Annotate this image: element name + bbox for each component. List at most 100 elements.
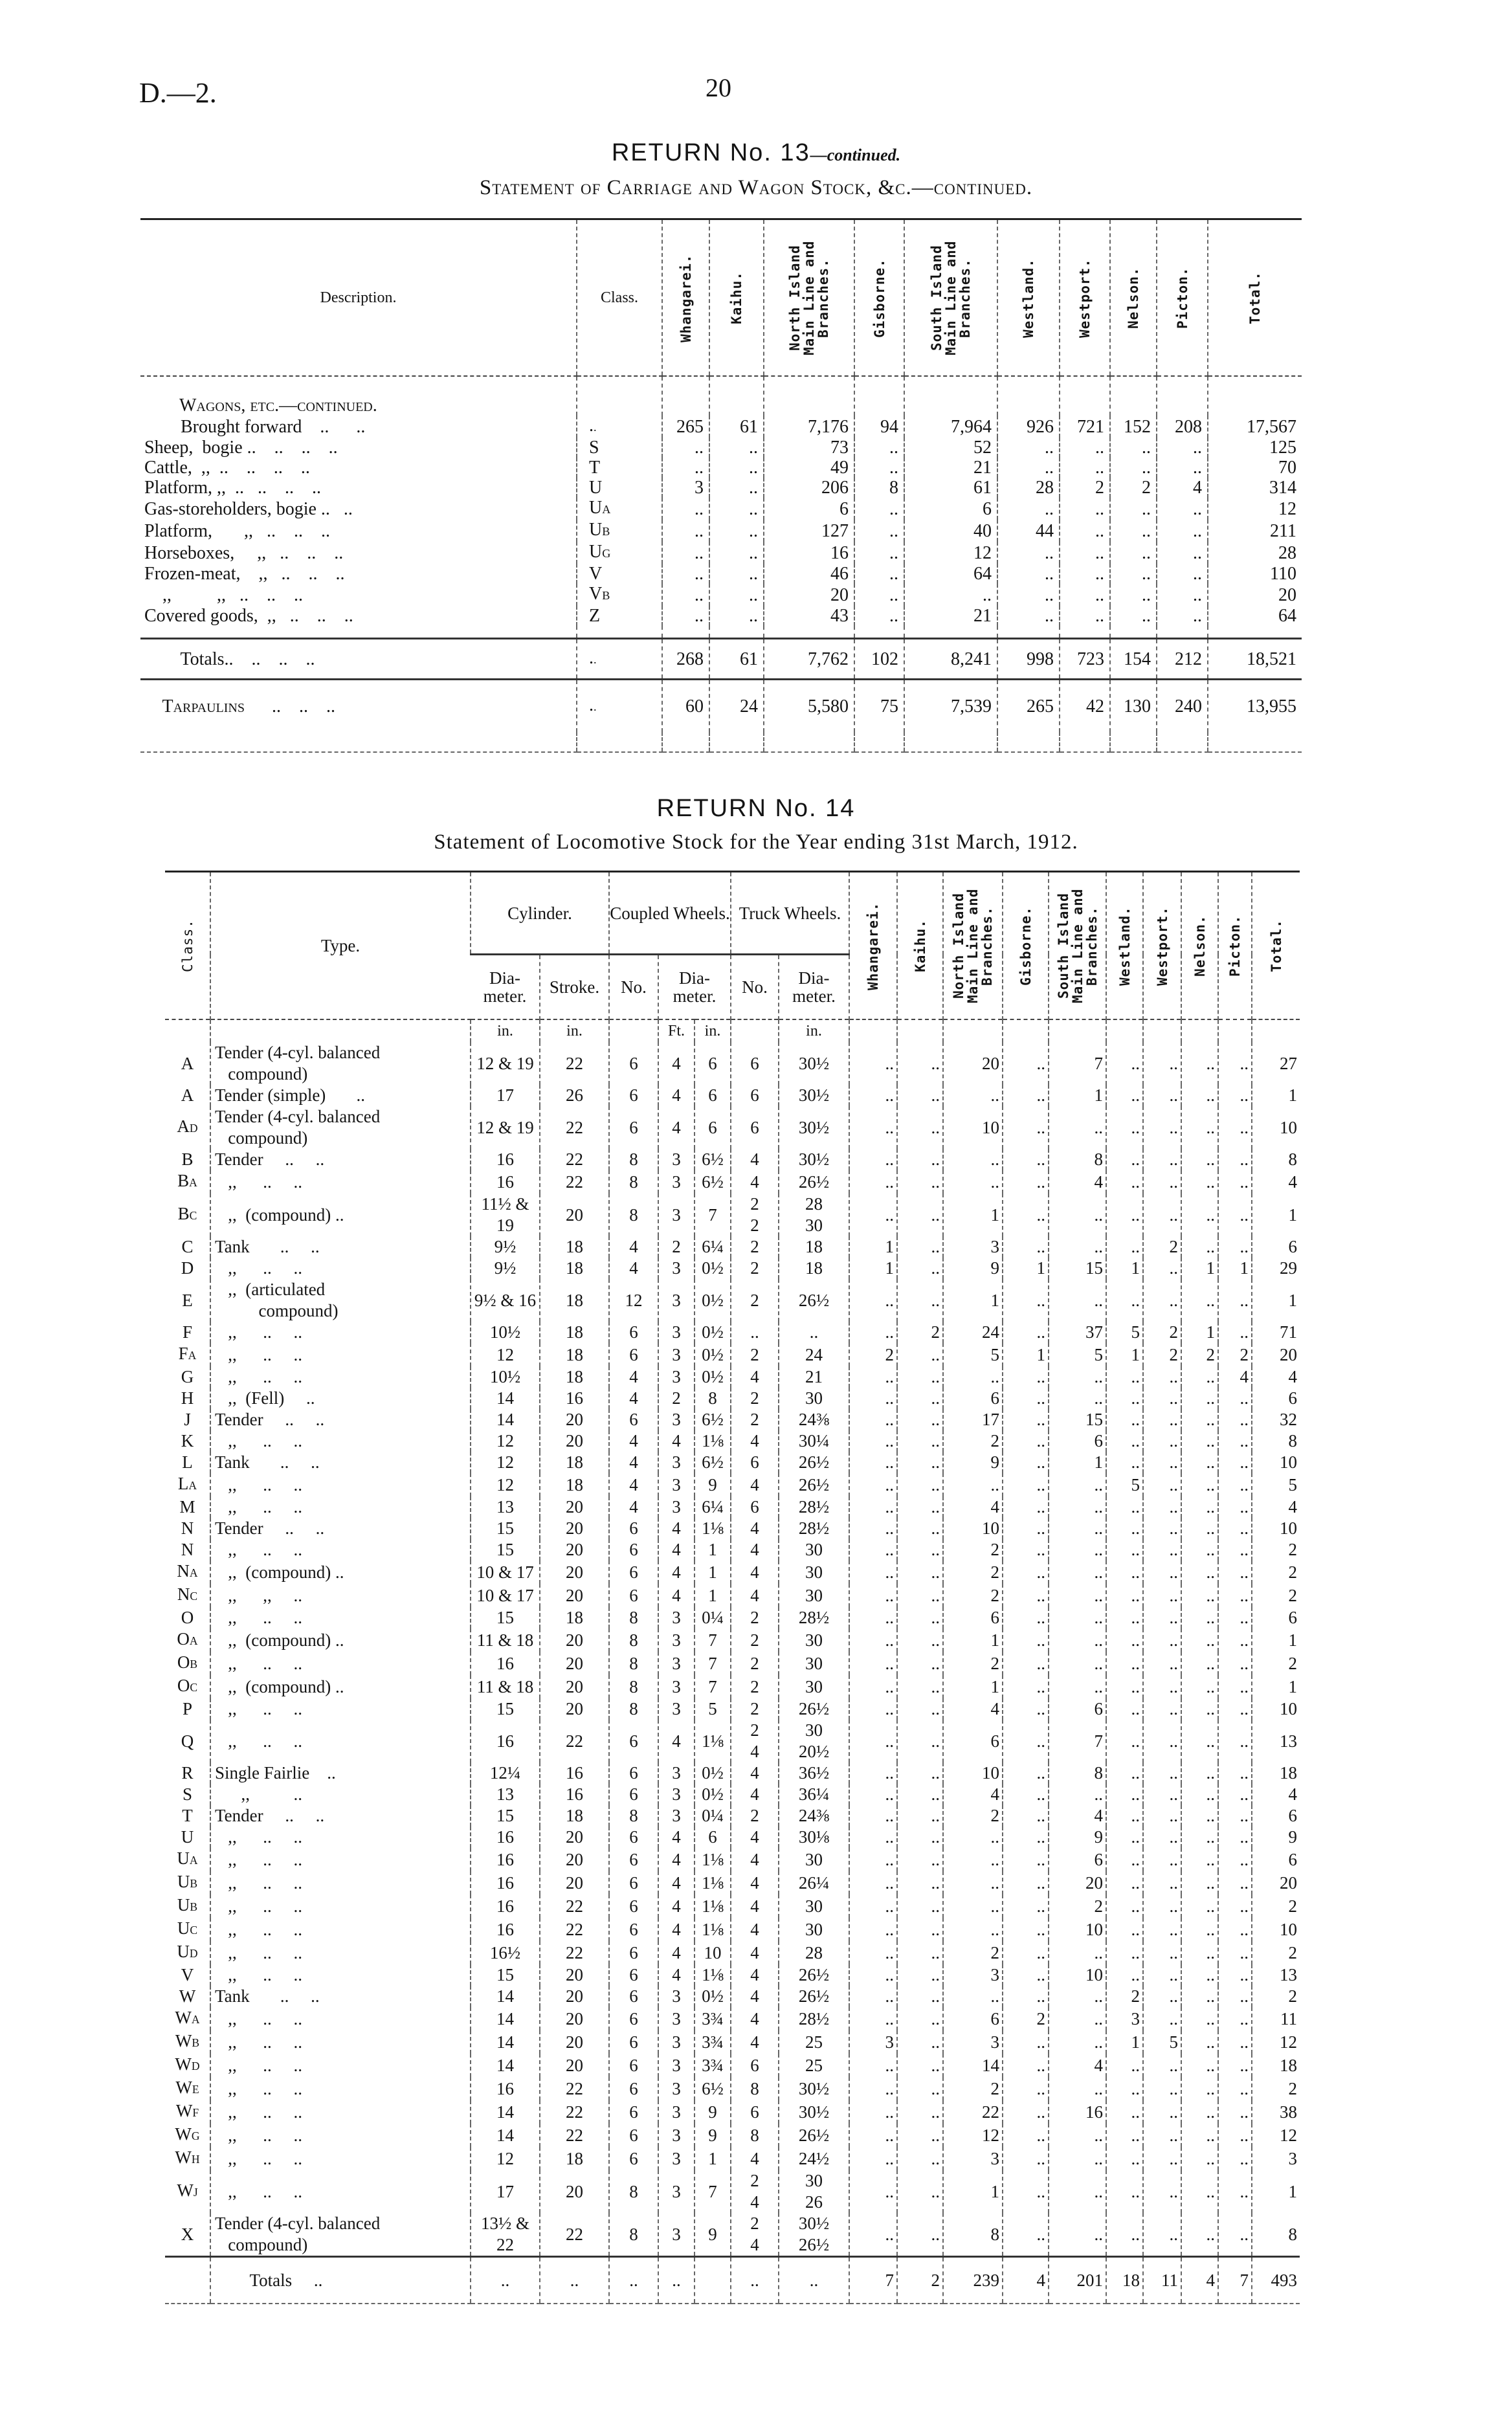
cell-type: ,, (compound) ..	[210, 1675, 471, 1698]
cell-nelson: ..	[1181, 1762, 1219, 1784]
cell-westland: ..	[997, 584, 1060, 606]
cell-coupled-ft: 4	[658, 1584, 695, 1607]
cell-coupled-in: 6½	[693, 1170, 731, 1194]
cell-westland: ..	[997, 564, 1060, 584]
table-row: V ,, .. .. 15 20 6 4 1⅛ 4 26½.... 3.. 10........ 1…	[165, 1964, 1300, 1986]
cell-class: X	[181, 2224, 194, 2244]
cell-class: B	[181, 1150, 194, 1169]
cell-coupled-in: 0½	[693, 1279, 731, 1322]
cell-coupled-in: 0½	[693, 1258, 731, 1279]
cell-class: N	[181, 1518, 194, 1538]
cell-truck-no: 2	[730, 1409, 779, 1430]
cell-south-island: ..	[1048, 1652, 1107, 1675]
cell-whangarei: ..	[849, 1784, 898, 1805]
return-13-title-text: RETURN No. 13	[611, 139, 810, 166]
cell-westland: 1	[1106, 2030, 1144, 2054]
cell-picton: ..	[1156, 542, 1208, 564]
cell-westport: ..	[1142, 1894, 1182, 1918]
table-row: WJ ,, .. .. 17 20 8 3 7 2 4 30 26.... 1.........…	[165, 2170, 1300, 2213]
header-kaihu-label: Kaihu.	[912, 919, 928, 972]
cell-nelson: ..	[1181, 1607, 1219, 1628]
cell-total: 2	[1251, 2077, 1300, 2100]
cell-class: NA	[177, 1561, 198, 1581]
cell-class: OA	[177, 1629, 198, 1649]
table-row: WF ,, .. .. 14 22 6 3 9 6 30½.... 22.. 16........…	[165, 2100, 1300, 2124]
cell-south-island: 61	[904, 478, 997, 498]
cell-truck-diameter: 30½	[778, 1085, 850, 1106]
cell-class: WD	[175, 2054, 200, 2074]
cell-westport: ..	[1059, 564, 1110, 584]
table-row: Cattle, ,, .. .. .. .. T.... 49.. 21.......…	[140, 458, 1302, 478]
cell-cylinder-diameter: 16	[470, 2077, 540, 2100]
cell-gisborne: ..	[854, 520, 904, 542]
cell-coupled-in: 6½	[693, 1149, 731, 1170]
cell-cylinder-diameter: 14	[470, 1388, 540, 1409]
cell-stroke: 18	[539, 1607, 609, 1628]
cell-total: 2	[1251, 1584, 1300, 1607]
cell-westport: ..	[1142, 1848, 1182, 1871]
cell-westport: ..	[1142, 1720, 1182, 1762]
cell-truck-diameter: 18	[778, 1236, 850, 1258]
cell-kaihu: ..	[896, 1894, 944, 1918]
cell-westport: ..	[1142, 1473, 1182, 1496]
cell-nelson: ..	[1109, 438, 1157, 458]
cell-truck-diameter: 24	[778, 1343, 850, 1366]
cell-whangarei: ..	[662, 584, 709, 606]
cell-truck-diameter: 30	[778, 1848, 850, 1871]
cell-type: ,, .. ..	[210, 1698, 471, 1720]
cell-kaihu: ..	[896, 1675, 944, 1698]
cell-kaihu: ..	[896, 1848, 944, 1871]
class-subscript: .	[594, 653, 597, 666]
cell-truck-no: 2	[730, 1388, 779, 1409]
cell-gisborne: ..	[1002, 1894, 1049, 1918]
class-subscript: B	[192, 2036, 200, 2049]
cell-coupled-ft: 3	[658, 2124, 695, 2147]
header-cylinder: Cylinder.	[470, 871, 609, 955]
table-row: W Tank .. .. 14 20 6 3 0½ 4 26½.......... 2......…	[165, 1986, 1300, 2007]
cell-picton: ..	[1156, 584, 1208, 606]
empty-cell	[1251, 1019, 1300, 1042]
table-row: K ,, .. .. 12 20 4 4 1⅛ 4 30¼.... 2.. 6........ 8	[165, 1430, 1300, 1452]
cell-cylinder-diameter: 16	[470, 1149, 540, 1170]
empty-cell	[1181, 1019, 1219, 1042]
cell-cylinder-diameter: 9½ & 16	[470, 1279, 540, 1322]
cell-class: UC	[177, 1918, 198, 1938]
cell-gisborne: ..	[1002, 2213, 1049, 2257]
empty-cell	[140, 626, 577, 639]
cell-westland: ..	[1106, 1236, 1144, 1258]
cell-nelson: ..	[1181, 1388, 1219, 1409]
cell-nelson: ..	[1181, 2100, 1219, 2124]
cell-coupled-in: 3¾	[693, 2054, 731, 2077]
cell-kaihu: ..	[896, 2077, 944, 2100]
cell-coupled-ft: 3	[658, 1675, 695, 1698]
cell-truck-diameter: 25	[778, 2030, 850, 2054]
header-kaihu: Kaihu.	[896, 871, 944, 1019]
cell-coupled-ft: 3	[658, 2147, 695, 2170]
cell-truck-diameter: 26½	[778, 1452, 850, 1473]
cell-south-island: 8,241	[904, 638, 997, 680]
cell-whangarei: ..	[849, 1518, 898, 1539]
cell-kaihu: ..	[896, 1194, 944, 1236]
cell-gisborne: ..	[1002, 2030, 1049, 2054]
cell-total: 71	[1251, 1322, 1300, 1343]
cell-description: Horseboxes, ,, .. .. ..	[144, 542, 344, 563]
cell-kaihu: ..	[896, 1607, 944, 1628]
cell-class: WJ	[177, 2181, 198, 2200]
cell-nelson: ..	[1181, 1149, 1219, 1170]
cell-total: 18	[1251, 1762, 1300, 1784]
cell-type: Tender (4-cyl. balanced compound)	[210, 1106, 471, 1149]
cell-gisborne: 4	[1002, 2256, 1049, 2304]
header-westland-label: Westland.	[1021, 258, 1036, 338]
cell-gisborne: ..	[1002, 1170, 1049, 1194]
header-gisborne: Gisborne.	[1002, 871, 1049, 1019]
cell-coupled-ft: 3	[658, 2170, 695, 2213]
cell-south-island: ..	[1048, 2030, 1107, 2054]
table-row: U ,, .. .. 16 20 6 4 6 4 30⅛........ 9........ 9	[165, 1827, 1300, 1848]
cell-westland: ..	[1106, 1918, 1144, 1941]
cell-westport: ..	[1142, 2077, 1182, 2100]
cell-total: 4	[1251, 1170, 1300, 1194]
table-row: UA ,, .. .. 16 20 6 4 1⅛ 4 30........ 6........ 6	[165, 1848, 1300, 1871]
cell-westport: ..	[1059, 584, 1110, 606]
cell-total: 29	[1251, 1258, 1300, 1279]
cell-coupled-in: 6¼	[693, 1496, 731, 1518]
